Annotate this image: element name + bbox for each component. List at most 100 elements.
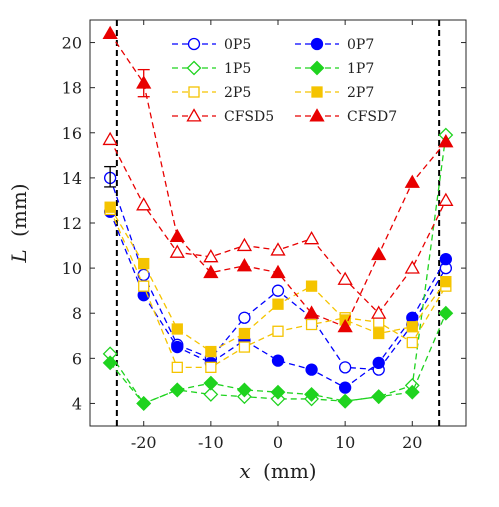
data-point (205, 361, 217, 374)
y-tick-label: 14 (62, 169, 82, 188)
data-point (102, 131, 118, 146)
legend-marker (188, 86, 200, 98)
data-point (169, 228, 185, 243)
data-point (102, 355, 118, 371)
data-point (238, 341, 251, 353)
legend: 0P5 0P7 1P5 1P7 2P5 2P7 CFSD5 CFSD7 (172, 37, 397, 125)
y-tick-label: 6 (72, 349, 82, 368)
data-point (136, 396, 152, 411)
legend-marker (310, 37, 324, 51)
x-tick-label: -20 (131, 433, 157, 452)
legend-item-cfsd5: CFSD5 (172, 108, 274, 125)
legend-marker (186, 108, 202, 122)
data-point (303, 305, 320, 319)
data-point (138, 280, 150, 292)
legend-marker (309, 108, 325, 122)
legend-label: 2P7 (347, 85, 374, 101)
data-point (404, 260, 420, 274)
data-point (438, 133, 454, 148)
data-point (102, 25, 118, 40)
data-point (203, 264, 219, 279)
data-point (203, 387, 219, 402)
data-point (305, 363, 318, 376)
x-axis-label-var: x (239, 459, 250, 483)
error-bar (137, 68, 150, 98)
series-2p7 (104, 201, 452, 358)
series-layer (102, 25, 454, 411)
legend-item-0p5: 0P5 (172, 37, 251, 53)
data-point (236, 258, 253, 272)
legend-marker (186, 60, 202, 76)
data-point (272, 298, 284, 310)
legend-item-2p7: 2P7 (295, 85, 374, 101)
legend-label: 0P5 (224, 37, 251, 53)
data-point (406, 321, 418, 333)
y-axis-label: L (mm) (7, 183, 31, 263)
legend-label: 2P5 (224, 85, 251, 101)
legend-item-2p5: 2P5 (172, 85, 251, 101)
series-line (109, 134, 447, 405)
legend-item-1p7: 1P7 (295, 60, 374, 77)
data-point (169, 244, 185, 258)
x-axis-ticks: -20 -10 0 10 20 (131, 20, 422, 452)
data-point (205, 345, 217, 358)
data-point (305, 280, 318, 292)
data-point (304, 387, 319, 402)
data-point (371, 389, 387, 405)
data-point (371, 305, 387, 319)
data-point (271, 284, 285, 297)
data-point (406, 336, 418, 349)
legend-item-1p5: 1P5 (172, 60, 251, 77)
data-point (138, 257, 150, 270)
data-point (270, 384, 286, 400)
y-tick-label: 18 (62, 79, 82, 98)
y-tick-label: 8 (72, 304, 82, 323)
data-point (305, 318, 318, 331)
data-point (270, 264, 286, 279)
data-point (373, 327, 385, 340)
data-point (372, 356, 385, 369)
data-point (404, 384, 420, 400)
data-point (272, 325, 284, 337)
legend-marker (187, 37, 201, 51)
data-point (238, 327, 251, 340)
legend-label: 1P5 (224, 61, 251, 77)
data-point (338, 381, 352, 394)
y-tick-label: 4 (72, 394, 82, 413)
legend-label: 0P7 (347, 37, 374, 53)
data-point (440, 275, 452, 288)
y-tick-label: 10 (62, 259, 82, 278)
data-point (371, 246, 387, 261)
data-point (404, 174, 420, 188)
data-point (171, 323, 183, 335)
x-axis-label: x (mm) (239, 459, 316, 483)
x-tick-label: -10 (198, 433, 224, 452)
data-point (203, 249, 219, 263)
x-tick-label: 10 (335, 433, 355, 452)
legend-item-cfsd7: CFSD7 (295, 108, 397, 125)
data-point (104, 201, 116, 213)
data-point (171, 340, 184, 354)
data-point (238, 311, 251, 324)
x-axis-label-unit: (mm) (263, 459, 317, 483)
y-tick-label: 12 (62, 214, 82, 233)
x-tick-label: 0 (273, 433, 283, 452)
y-tick-label: 20 (62, 34, 82, 53)
legend-label: CFSD5 (224, 109, 274, 125)
y-axis-label-unit: (mm) (7, 183, 31, 237)
data-point (136, 197, 152, 211)
legend-label: CFSD7 (347, 109, 397, 125)
data-point (171, 361, 183, 374)
x-tick-label: 20 (402, 433, 422, 452)
series-line (109, 211, 447, 389)
data-point (337, 318, 353, 333)
legend-marker (309, 60, 325, 76)
data-point (271, 354, 285, 367)
data-point (337, 271, 353, 285)
error-bar (104, 165, 117, 188)
series-cfsd5 (102, 131, 454, 319)
y-tick-label: 16 (62, 124, 82, 143)
data-point (169, 382, 185, 398)
y-axis-ticks: 4 6 8 10 12 14 16 18 20 (62, 34, 466, 413)
